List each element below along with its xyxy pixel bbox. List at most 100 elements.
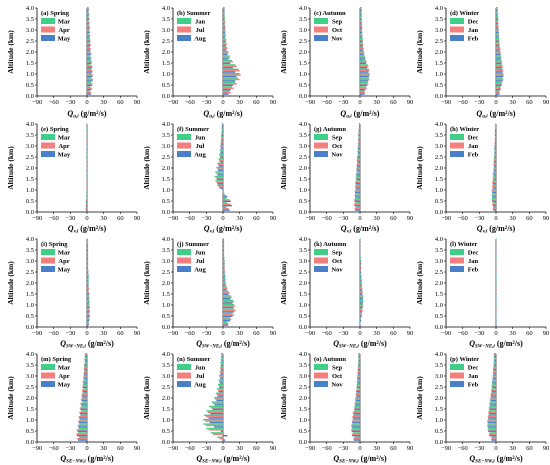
- bar-nov: [360, 27, 363, 29]
- bar-dec: [493, 361, 496, 364]
- legend-label: Nov: [331, 266, 343, 273]
- bar-jul: [205, 416, 223, 418]
- bar-sep: [360, 15, 362, 18]
- bar-jan: [487, 429, 496, 431]
- bar-sep: [353, 414, 360, 416]
- legend-label: Jul: [196, 143, 205, 150]
- bar-jan: [496, 283, 497, 285]
- bar-aug: [218, 169, 223, 172]
- x-tick-label: −90: [32, 445, 42, 452]
- y-tick-label: 2.0: [26, 49, 34, 56]
- bar-jan: [496, 287, 497, 290]
- legend-swatch: [177, 26, 191, 33]
- bar-nov: [358, 360, 360, 362]
- panel-3-1: 0.0 0.5 1.0 1.5 2.0 2.5 3.0 3.5 4.0 −90 −60 −30 0 30 6…: [142, 351, 276, 464]
- bar-mar: [87, 64, 91, 66]
- bar-jan: [496, 279, 497, 281]
- x-tick-label: 60: [390, 330, 397, 337]
- x-tick-label: 0: [85, 445, 88, 452]
- bar-jun: [223, 317, 231, 319]
- bar-jan: [492, 172, 496, 175]
- bar-dec: [489, 401, 496, 403]
- bar-aug: [221, 360, 223, 362]
- bar-may: [81, 399, 87, 402]
- bar-jan: [223, 42, 227, 44]
- y-tick-label: 1.5: [162, 406, 170, 413]
- legend-swatch: [177, 18, 191, 24]
- bar-nov: [360, 254, 361, 256]
- bar-nov: [355, 209, 360, 211]
- y-tick-label: 1.5: [26, 176, 34, 183]
- bar-aug: [223, 289, 227, 291]
- bar-apr: [86, 164, 87, 166]
- bar-oct: [356, 385, 360, 387]
- legend-label: Sep: [332, 364, 343, 371]
- legend-label: Mar: [58, 249, 70, 256]
- bar-oct: [356, 168, 360, 170]
- bar-mar: [87, 238, 88, 240]
- bar-jun: [223, 238, 225, 240]
- bar-jul: [220, 146, 223, 148]
- bar-oct: [352, 416, 360, 418]
- bar-jul: [220, 142, 223, 144]
- bar-may: [78, 421, 87, 424]
- bar-oct: [360, 265, 362, 268]
- legend-label: Mar: [58, 134, 70, 141]
- bar-may: [87, 280, 89, 282]
- bar-sep: [357, 366, 360, 368]
- bar-dec: [496, 312, 497, 315]
- bar-dec: [496, 33, 499, 35]
- bar-aug: [220, 143, 223, 145]
- x-tick-label: 0: [494, 215, 497, 222]
- bar-dec: [491, 436, 496, 438]
- bar-mar: [83, 383, 87, 386]
- bar-jan: [494, 133, 496, 135]
- bar-dec: [492, 383, 496, 386]
- y-tick-label: 2.5: [299, 38, 307, 45]
- bar-sep: [360, 51, 364, 53]
- bar-jan: [496, 83, 503, 85]
- bar-mar: [87, 73, 92, 75]
- bar-mar: [84, 366, 87, 368]
- bar-aug: [223, 200, 231, 202]
- y-tick-label: 0.0: [162, 324, 170, 331]
- bar-nov: [355, 196, 360, 198]
- bar-dec: [490, 397, 496, 399]
- bar-aug: [223, 36, 226, 38]
- bar-aug: [223, 435, 228, 437]
- legend-swatch: [177, 249, 191, 255]
- bar-sep: [356, 383, 360, 386]
- bar-jul: [223, 274, 226, 276]
- bar-feb: [492, 183, 496, 185]
- bar-jun: [218, 158, 223, 160]
- bar-feb: [496, 27, 499, 29]
- bar-jul: [223, 270, 226, 272]
- bar-oct: [360, 17, 362, 19]
- bar-jan: [496, 70, 504, 72]
- y-tick-label: 1.0: [299, 302, 307, 309]
- bar-nov: [356, 174, 360, 176]
- y-tick-label: 4.0: [26, 121, 34, 128]
- legend-swatch: [177, 142, 191, 149]
- bar-jun: [223, 206, 227, 208]
- panel-0-0: 0.0 0.5 1.0 1.5 2.0 2.5 3.0 3.5 4.0 −90 −60 −30 0 30 6…: [6, 5, 140, 119]
- y-tick-label: 1.0: [162, 71, 170, 78]
- bar-may: [87, 262, 89, 265]
- bar-may: [87, 67, 92, 69]
- bar-oct: [353, 407, 360, 409]
- bar-dec: [492, 202, 496, 204]
- bar-may: [87, 324, 89, 326]
- bar-feb: [496, 75, 504, 78]
- panel-title: (a) Spring: [41, 10, 70, 17]
- bar-mar: [79, 436, 87, 438]
- bar-apr: [87, 17, 90, 19]
- bar-dec: [496, 260, 497, 262]
- bar-jun: [223, 273, 226, 275]
- bar-may: [77, 435, 87, 437]
- legend-swatch: [314, 364, 328, 370]
- bar-sep: [356, 175, 360, 178]
- bar-nov: [358, 139, 360, 141]
- x-axis-label: Qv,i (g/m²/s): [477, 224, 516, 235]
- bar-jul: [221, 133, 223, 135]
